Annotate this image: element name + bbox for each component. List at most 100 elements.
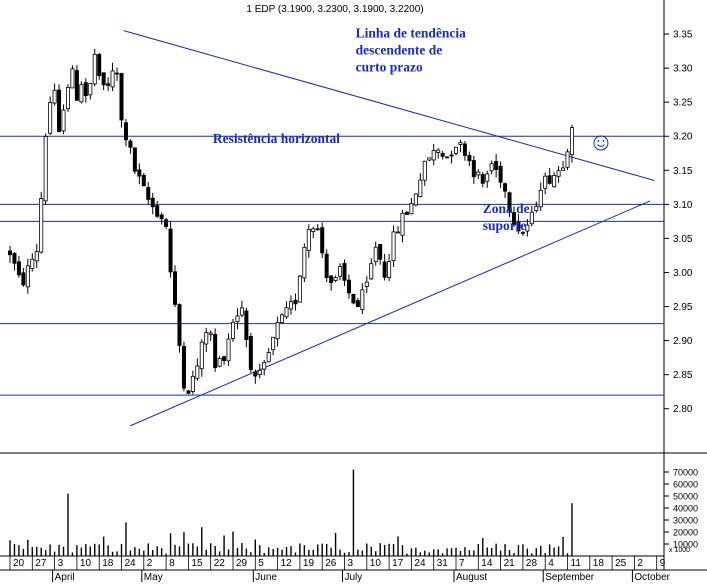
candle-body (436, 149, 441, 153)
annotation-line: descendente de (356, 42, 443, 57)
candle-body (561, 167, 566, 171)
date-tick-label: 4 (548, 558, 554, 569)
candle-body (462, 143, 467, 156)
candle-body (52, 89, 57, 104)
candle-body (355, 300, 360, 308)
candle-body (119, 73, 124, 121)
candle-body (538, 189, 543, 208)
candle-body (338, 266, 343, 277)
candle-body (449, 154, 454, 157)
candle-body (34, 251, 39, 262)
candle-body (88, 83, 93, 96)
candle-body (373, 246, 378, 263)
candle-body (257, 369, 262, 375)
candle-body (458, 142, 463, 145)
candle-body (511, 212, 516, 226)
candle-body (97, 54, 102, 76)
candle-body (190, 375, 195, 392)
candle-body (413, 193, 418, 206)
price-tick-label: 3.05 (673, 234, 693, 245)
candle-body (494, 161, 499, 170)
candle-body (387, 261, 392, 278)
date-axis: 20 27 3 10 18 24 2 8 15 22 29 5 12 19 26 3 10 17 24 31 7 14 21… (9, 556, 671, 583)
candle-body (315, 228, 320, 231)
price-tick-label: 2.80 (673, 404, 693, 415)
candle-body (364, 281, 369, 287)
candle-body (141, 175, 146, 187)
candle-body (485, 173, 490, 182)
candle-body (569, 127, 574, 156)
month-label: September (545, 572, 595, 582)
candle-body (128, 140, 133, 148)
volume-tick-label: 50000 (673, 492, 698, 502)
volume-tick-label: 60000 (673, 480, 698, 490)
price-tick-label: 2.95 (673, 302, 693, 313)
month-label: August (456, 572, 487, 582)
candle-body (79, 84, 84, 103)
annotation-line: Resistência horizontal (213, 131, 340, 146)
candle-body (556, 170, 561, 177)
candle-body (333, 277, 338, 281)
date-tick-label: 11 (571, 558, 582, 569)
candle-body (320, 227, 325, 254)
candle-body (115, 72, 120, 75)
candle-body (25, 265, 30, 288)
candle-body (48, 102, 53, 134)
candle-body (222, 356, 227, 362)
candle-body (262, 362, 267, 370)
candle-body (351, 293, 356, 304)
candle-body (43, 136, 48, 202)
candlesticks (7, 48, 574, 395)
candle-body (346, 279, 351, 294)
candle-body (57, 89, 62, 132)
date-tick-label: 10 (80, 558, 92, 569)
candle-body (440, 153, 445, 157)
date-tick-label: 8 (169, 558, 175, 569)
date-tick-label: 18 (593, 558, 605, 569)
candle-body (552, 174, 557, 188)
date-tick-label: 31 (437, 558, 449, 569)
annotation-line: Linha de tendência (356, 25, 467, 40)
candle-body (239, 307, 244, 316)
date-tick-label: 27 (35, 558, 47, 569)
candle-body (150, 197, 155, 208)
candle-body (306, 229, 311, 251)
date-tick-label: 9 (660, 558, 666, 569)
candle-body (302, 246, 307, 279)
volume-tick-label: 70000 (673, 468, 698, 478)
candle-body (164, 219, 169, 227)
candle-body (235, 315, 240, 323)
candle-body (173, 271, 178, 305)
candle-body (280, 314, 285, 323)
candle-body (525, 224, 530, 232)
candle-body (360, 289, 365, 310)
smiley-face (593, 135, 609, 151)
candle-body (195, 365, 200, 379)
month-label: October (634, 572, 670, 582)
price-tick-label: 3.10 (673, 200, 693, 211)
candle-body (208, 332, 213, 335)
candle-body (507, 192, 512, 211)
date-tick-label: 2 (147, 558, 153, 569)
candle-body (445, 156, 450, 159)
candle-body (16, 261, 21, 276)
candle-body (65, 86, 70, 110)
candle-body (217, 358, 222, 367)
candle-body (297, 275, 302, 303)
candle-body (422, 160, 427, 181)
candle-body (132, 147, 137, 172)
date-tick-label: 22 (214, 558, 226, 569)
volume-tick-label: 30000 (673, 516, 698, 526)
candle-body (284, 307, 289, 318)
volume-tick-label: 20000 (673, 528, 698, 538)
candle-body (30, 258, 35, 269)
date-tick-label: 3 (348, 558, 354, 569)
date-tick-label: 14 (481, 558, 493, 569)
month-label: July (345, 572, 363, 582)
candle-body (230, 321, 235, 339)
candle-body (498, 165, 503, 183)
date-tick-label: 24 (414, 558, 426, 569)
candle-body (453, 146, 458, 154)
date-tick-label: 3 (58, 558, 64, 569)
price-tick-label: 3.15 (673, 166, 693, 177)
